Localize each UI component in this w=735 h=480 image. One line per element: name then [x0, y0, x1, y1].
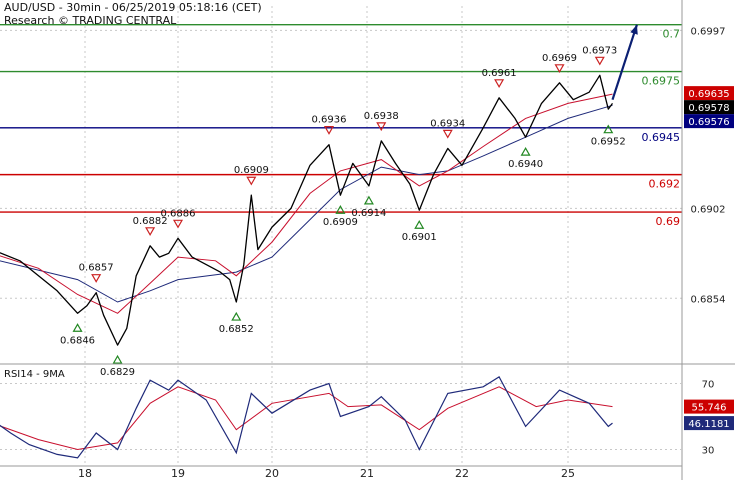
swing-high-label: 0.6909	[234, 165, 269, 176]
level-label: 0.6975	[642, 75, 681, 88]
level-label: 0.7	[663, 28, 681, 41]
grid-lines	[0, 6, 682, 466]
swing-high-label: 0.6961	[482, 68, 517, 79]
swing-high-marker	[172, 219, 184, 229]
rsi-panel: 70 30 55.746 46.1181	[0, 376, 734, 459]
rsi-value-badge-label: 46.1181	[688, 419, 729, 430]
swing-high-marker	[145, 227, 156, 237]
price-badge	[684, 114, 734, 129]
swing-low-label: 0.6940	[508, 159, 543, 170]
price-badge-label: 0.69578	[688, 103, 729, 114]
fast-moving-average	[0, 93, 613, 314]
swing-high-label: 0.6936	[312, 115, 347, 126]
swing-low-label: 0.6846	[60, 335, 95, 346]
swing-low-marker	[72, 323, 83, 332]
swing-high-marker	[91, 274, 102, 283]
swing-low-label: 0.6909	[323, 217, 358, 228]
slow-moving-average	[0, 104, 613, 303]
swing-low-marker	[414, 220, 425, 229]
price-badge-label: 0.69576	[688, 117, 729, 128]
price-series	[0, 24, 638, 346]
swing-high-label: 0.6938	[364, 111, 399, 122]
swing-low-marker	[520, 146, 531, 156]
x-tick-label: 20	[265, 467, 279, 480]
price-badge	[684, 100, 734, 115]
swing-low-label: 0.6829	[100, 367, 135, 378]
rsi-ma-badge-label: 55.746	[692, 403, 727, 414]
price-tick-label: 0.6997	[691, 26, 726, 37]
swing-low-marker	[112, 354, 123, 364]
swing-high-marker	[594, 56, 605, 66]
x-tick-label: 22	[455, 467, 469, 480]
projection-arrow	[611, 24, 638, 101]
price-line	[0, 74, 614, 346]
level-label: 0.69	[656, 215, 681, 228]
rsi-tick-label: 30	[702, 446, 715, 457]
x-tick-label: 19	[171, 467, 185, 480]
swing-low-marker	[335, 205, 346, 214]
swing-high-label: 0.6973	[582, 45, 617, 56]
swing-low-marker	[603, 124, 614, 134]
x-tick-label: 21	[360, 467, 374, 480]
key-levels: 0.7 0.6975 0.6945 0.692 0.69	[0, 24, 682, 228]
price-badge	[684, 86, 734, 101]
swing-high-marker	[554, 64, 565, 74]
price-tick-label: 0.6902	[691, 204, 726, 215]
x-tick-label: 18	[78, 467, 92, 480]
swing-high-label: 0.6886	[161, 208, 196, 219]
swing-high-marker	[323, 126, 335, 135]
rsi-title: RSI14 - 9MA	[4, 369, 65, 380]
swing-low-marker	[231, 311, 242, 321]
level-label: 0.6945	[642, 131, 681, 144]
x-tick-label: 25	[561, 467, 575, 480]
swing-high-label: 0.6934	[430, 118, 465, 129]
swing-high-label: 0.6882	[133, 216, 168, 227]
swing-high-marker	[494, 79, 505, 89]
price-badge-label: 0.69635	[688, 89, 729, 100]
rsi-line	[0, 376, 613, 459]
swing-high-marker	[442, 129, 453, 139]
chart-title: AUD/USD - 30min - 06/25/2019 05:18:16 (C…	[4, 1, 262, 14]
swing-low-label: 0.6914	[351, 208, 386, 219]
projection-arrow-head	[630, 24, 638, 35]
swing-low-label: 0.6901	[402, 232, 437, 243]
rsi-tick-label: 70	[702, 380, 715, 391]
swing-low-marker	[363, 195, 374, 205]
price-tick-label: 0.6854	[691, 294, 726, 305]
rsi-ma-badge	[684, 399, 734, 414]
swing-low-label: 0.6852	[219, 324, 254, 335]
chart-source: Research © TRADING CENTRAL	[4, 14, 177, 27]
swing-low-label: 0.6952	[591, 137, 626, 148]
swing-high-label: 0.6857	[79, 263, 114, 274]
swing-high-label: 0.6969	[542, 53, 577, 64]
swing-high-marker	[246, 176, 257, 186]
swing-high-marker	[376, 122, 387, 132]
rsi-value-badge	[684, 416, 734, 431]
level-label: 0.692	[649, 178, 681, 191]
